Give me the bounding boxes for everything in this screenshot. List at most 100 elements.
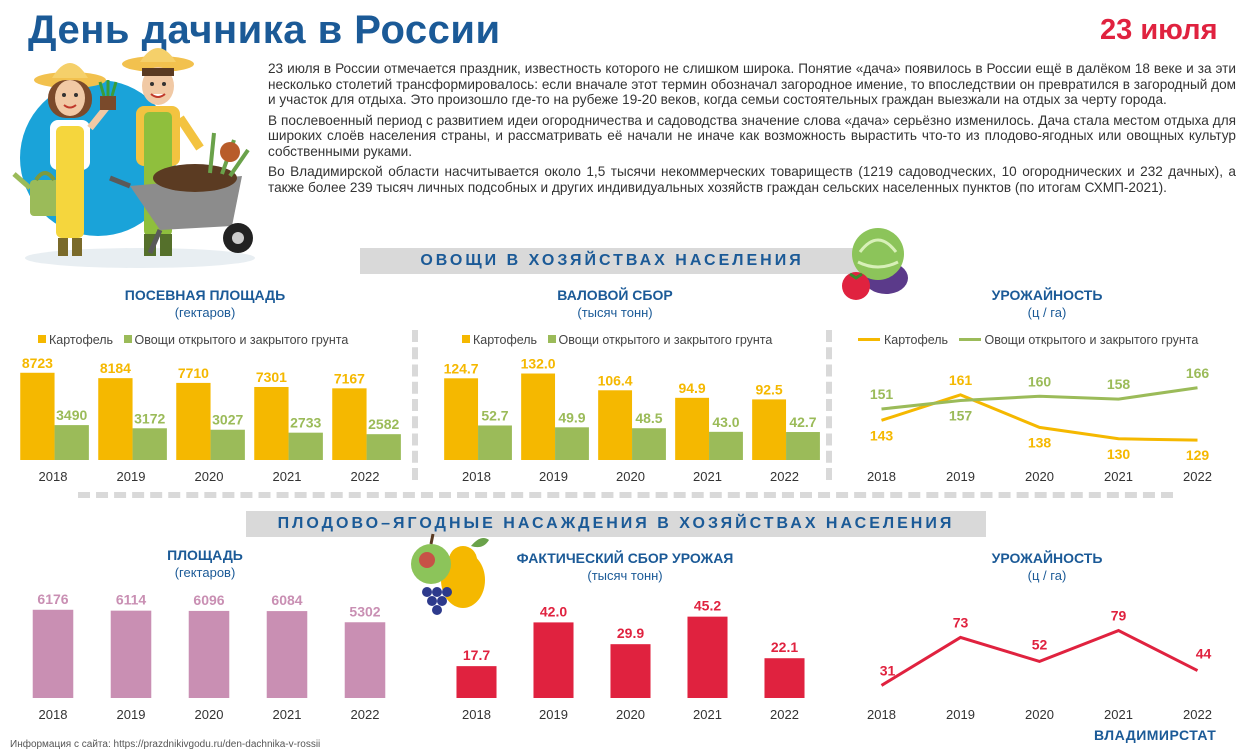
bar-vegetables <box>786 432 820 460</box>
bar-vegetables <box>478 425 512 460</box>
intro-paragraph-2: В послевоенный период с развитием идеи о… <box>268 112 1236 159</box>
x-tick-label: 2020 <box>616 707 645 722</box>
bar-vegetables <box>210 429 245 460</box>
chart-veg-gross-title: ВАЛОВОЙ СБОР (тысяч тонн) <box>470 287 760 321</box>
legend-swatch-potato <box>38 335 46 343</box>
intro-paragraph-3: Во Владимирской области насчитывается ок… <box>268 164 1236 195</box>
bar <box>610 644 651 698</box>
fruits-illustration <box>411 533 489 615</box>
data-label: 161 <box>949 372 973 388</box>
chart-veg-area: 2018 2019 2020 2021 2022 8723 8184 7710 7301 7167… <box>20 355 401 484</box>
x-tick-label: 2021 <box>693 469 722 484</box>
cabbage-icon <box>852 228 904 280</box>
bar-vegetables <box>632 428 666 460</box>
legend-label-potato: Картофель <box>884 333 949 347</box>
chart-subtitle: (тысяч тонн) <box>587 568 663 583</box>
series-line-0 <box>880 628 1199 687</box>
intro-paragraph-1: 23 июля в России отмечается праздник, из… <box>268 61 1236 107</box>
chart-title: ВАЛОВОЙ СБОР <box>557 287 673 303</box>
bar-potato <box>332 388 367 460</box>
bar-potato <box>521 373 556 460</box>
chart-fruit-harvest: 2018 2019 2020 2021 2022 17.7 42.0 29.9 45.2 22.1 <box>456 598 805 722</box>
data-label: 138 <box>1028 434 1052 450</box>
legend-swatch-vegetables <box>123 335 132 343</box>
data-label: 2733 <box>290 415 321 431</box>
x-tick-label: 2021 <box>273 469 302 484</box>
data-label: 151 <box>870 386 894 402</box>
bar-potato <box>176 382 211 460</box>
x-tick-label: 2018 <box>867 469 896 484</box>
x-tick-label: 2022 <box>351 469 380 484</box>
bar-vegetables <box>54 425 89 460</box>
legend-line-vegetables <box>958 338 981 341</box>
chart-fruit-yield: 2018 2019 2020 2021 2022 31 73 52 79 44 <box>867 608 1212 722</box>
legend-label-vegetables: Овощи открытого и закрытого грунта <box>134 333 349 347</box>
page-title: День дачника в России <box>28 8 501 52</box>
x-tick-label: 2022 <box>770 469 799 484</box>
section-fruits-banner: ПЛОДОВО–ЯГОДНЫЕ НАСАЖДЕНИЯ В ХОЗЯЙСТВАХ … <box>246 511 986 537</box>
x-tick-label: 2019 <box>117 469 146 484</box>
x-tick-label: 2020 <box>616 469 645 484</box>
chart-fruit-area-title: ПЛОЩАДЬ (гектаров) <box>60 547 350 581</box>
data-label: 8723 <box>22 355 53 371</box>
x-tick-label: 2018 <box>867 707 896 722</box>
bar-potato <box>675 397 710 460</box>
data-label: 6114 <box>116 592 147 608</box>
bar-vegetables <box>132 428 167 460</box>
x-tick-label: 2020 <box>195 707 224 722</box>
data-label: 52 <box>1032 636 1048 652</box>
grapes-icon <box>422 587 452 615</box>
x-tick-label: 2019 <box>539 707 568 722</box>
data-label: 31 <box>880 662 896 678</box>
divider-vertical <box>826 330 832 480</box>
legend-label-vegetables: Овощи открытого и закрытого грунта <box>558 333 773 347</box>
data-label: 44 <box>1196 646 1212 662</box>
data-label: 130 <box>1107 446 1131 462</box>
data-label: 7167 <box>334 370 365 386</box>
bar <box>266 611 308 698</box>
data-label: 124.7 <box>444 360 479 376</box>
x-tick-label: 2022 <box>1183 707 1212 722</box>
vegetables-illustration <box>842 228 908 300</box>
bar-potato <box>20 372 55 460</box>
data-label: 22.1 <box>771 639 798 655</box>
x-tick-label: 2021 <box>1104 707 1133 722</box>
chart-veg-yield: 2018 2019 2020 2021 2022 143 161 138 130 129 151 15… <box>867 365 1212 484</box>
divider-vertical <box>412 330 418 480</box>
data-label: 29.9 <box>617 625 644 641</box>
legend-label-vegetables: Овощи открытого и закрытого грунта <box>984 333 1199 347</box>
bar <box>687 616 728 698</box>
bar <box>32 609 74 698</box>
watering-can-icon <box>12 171 60 216</box>
bar-vegetables <box>555 427 589 460</box>
series-line-1 <box>881 386 1198 411</box>
chart-subtitle: (тысяч тонн) <box>577 305 653 320</box>
data-label: 129 <box>1186 447 1210 463</box>
bar-vegetables <box>366 434 401 460</box>
chart-title: УРОЖАЙНОСТЬ <box>991 287 1103 303</box>
chart-fruit-area: 2018 2019 2020 2021 2022 6176 6114 6096 6084 5302 <box>32 591 386 722</box>
section-vegetables-banner: ОВОЩИ В ХОЗЯЙСТВАХ НАСЕЛЕНИЯ <box>360 248 864 274</box>
chart-veg-area-legend: Картофель Овощи открытого и закрытого гр… <box>38 333 348 347</box>
data-label: 6084 <box>271 592 302 608</box>
x-tick-label: 2019 <box>946 707 975 722</box>
legend-swatch-potato <box>462 335 470 343</box>
x-tick-label: 2020 <box>195 469 224 484</box>
x-tick-label: 2018 <box>39 469 68 484</box>
x-tick-label: 2018 <box>462 469 491 484</box>
gardeners-illustration <box>12 48 255 268</box>
data-label: 132.0 <box>521 356 556 372</box>
bar <box>188 610 230 698</box>
woman-gardener <box>34 63 118 256</box>
chart-title: ФАКТИЧЕСКИЙ СБОР УРОЖАЯ <box>516 550 734 566</box>
series-line-0 <box>881 393 1198 442</box>
data-label: 3172 <box>134 410 165 426</box>
x-tick-label: 2022 <box>351 707 380 722</box>
data-label: 17.7 <box>463 647 490 663</box>
data-label: 79 <box>1111 608 1127 624</box>
bar-vegetables <box>288 432 323 460</box>
data-label: 8184 <box>100 360 131 376</box>
chart-fruit-yield-title: УРОЖАЙНОСТЬ (ц / га) <box>902 550 1192 584</box>
bar-potato <box>752 399 787 460</box>
data-label: 48.5 <box>635 410 662 426</box>
